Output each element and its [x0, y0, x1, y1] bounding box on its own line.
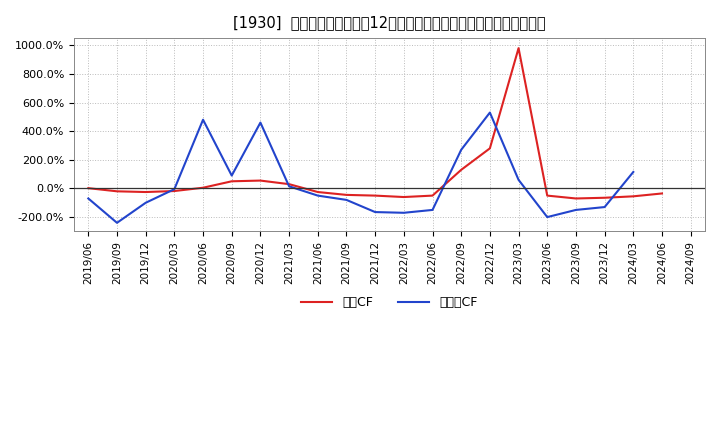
営業CF: [371, 193, 379, 198]
フリーCF: [313, 193, 322, 198]
営業CF: [514, 45, 523, 51]
営業CF: [228, 179, 236, 184]
フリーCF: [285, 183, 294, 189]
Line: 営業CF: 営業CF: [89, 48, 662, 198]
営業CF: [657, 191, 666, 196]
営業CF: [84, 186, 93, 191]
営業CF: [199, 185, 207, 191]
営業CF: [457, 167, 466, 172]
フリーCF: [572, 207, 580, 213]
営業CF: [572, 196, 580, 201]
営業CF: [342, 192, 351, 198]
フリーCF: [457, 147, 466, 152]
営業CF: [256, 178, 265, 183]
Line: フリーCF: フリーCF: [89, 113, 634, 223]
営業CF: [170, 188, 179, 194]
フリーCF: [514, 177, 523, 183]
フリーCF: [228, 173, 236, 178]
フリーCF: [600, 205, 609, 210]
Title: [1930]  キャッシュフローの12か月移動合計の対前年同期増減率の推移: [1930] キャッシュフローの12か月移動合計の対前年同期増減率の推移: [233, 15, 546, 30]
フリーCF: [371, 209, 379, 215]
営業CF: [285, 182, 294, 187]
営業CF: [543, 193, 552, 198]
フリーCF: [199, 117, 207, 122]
営業CF: [485, 146, 494, 151]
営業CF: [313, 189, 322, 194]
フリーCF: [485, 110, 494, 115]
営業CF: [141, 189, 150, 194]
営業CF: [600, 195, 609, 200]
営業CF: [428, 193, 437, 198]
フリーCF: [342, 197, 351, 202]
フリーCF: [543, 214, 552, 220]
フリーCF: [629, 169, 638, 175]
営業CF: [400, 194, 408, 200]
フリーCF: [141, 200, 150, 205]
営業CF: [629, 194, 638, 199]
フリーCF: [84, 196, 93, 201]
営業CF: [112, 189, 121, 194]
フリーCF: [256, 120, 265, 125]
フリーCF: [170, 187, 179, 192]
フリーCF: [400, 210, 408, 216]
フリーCF: [428, 207, 437, 213]
Legend: 営業CF, フリーCF: 営業CF, フリーCF: [296, 291, 483, 314]
フリーCF: [112, 220, 121, 225]
